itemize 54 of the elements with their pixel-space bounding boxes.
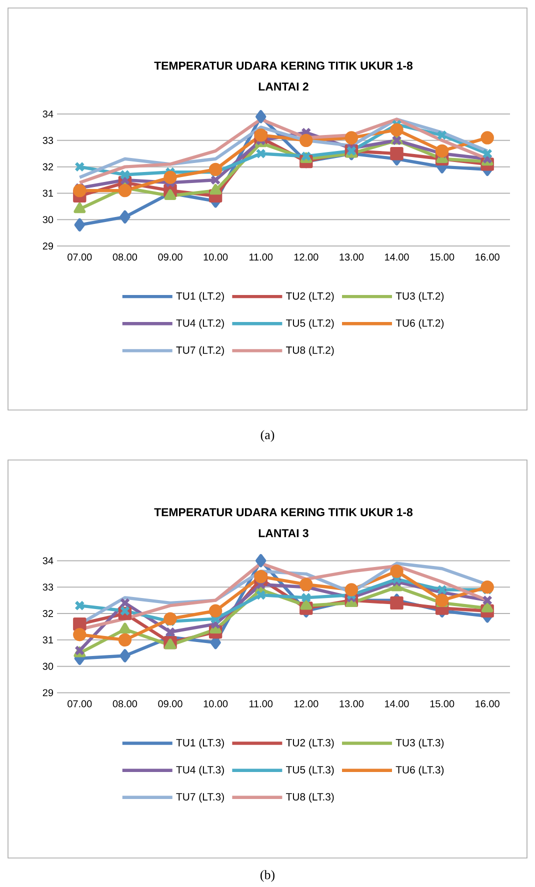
x-tick-label: 10.00 [204,254,228,261]
legend-label: TU7 (LT.3) [176,792,224,803]
legend-label: TU8 (LT.2) [286,346,334,356]
chart-subtitle: LANTAI 3 [258,529,308,538]
text: (b) [260,870,274,882]
legend-label: TU3 (LT.3) [396,738,444,748]
y-tick-label: 29 [42,689,54,696]
y-tick-label: 32 [42,610,53,618]
x-tick-label: 16.00 [476,700,500,708]
legend-label: TU2 (LT.2) [286,292,334,302]
legend-label: TU8 (LT.3) [286,792,334,803]
x-tick-label: 12.00 [294,700,318,708]
y-tick-label: 33 [42,136,54,144]
legend-label: TU4 (LT.2) [176,319,224,329]
legend-label: TU6 (LT.3) [396,766,444,776]
legend-label: TU1 (LT.3) [176,738,224,748]
chart-title: TEMPERATUR UDARA KERING TITIK UKUR 1-8 [154,508,413,516]
y-tick-label: 34 [42,110,54,118]
y-tick-label: 32 [42,163,53,170]
y-tick-label: 30 [42,216,54,224]
y-tick-label: 31 [42,190,53,197]
y-tick-label: 31 [42,636,53,644]
x-tick-label: 12.00 [294,254,318,261]
legend-label: TU1 (LT.2) [176,292,224,302]
legend-label: TU7 (LT.2) [176,346,224,356]
y-tick-label: 34 [42,557,54,564]
x-tick-label: 08.00 [112,700,138,708]
x-tick-label: 13.00 [340,700,364,708]
x-tick-label: 13.00 [340,254,364,261]
legend-label: TU5 (LT.2) [286,319,334,329]
x-tick-label: 11.00 [250,254,273,261]
legend-label: TU2 (LT.3) [286,738,334,748]
x-tick-label: 07.00 [68,700,92,708]
x-tick-label: 16.00 [476,254,500,261]
x-tick-label: 09.00 [158,700,182,708]
legend-label: TU4 (LT.3) [176,766,224,776]
x-tick-label: 14.00 [385,254,409,261]
y-tick-label: 30 [42,662,54,670]
legend-label: TU6 (LT.2) [396,319,444,329]
chart-title: TEMPERATUR UDARA KERING TITIK UKUR 1-8 [154,62,413,70]
y-tick-label: 33 [42,584,54,591]
legend-label: TU3 (LT.2) [396,292,444,302]
text: (a) [260,430,274,442]
x-tick-label: 14.00 [385,700,409,708]
chart-subtitle: LANTAI 2 [258,82,308,91]
x-tick-label: 15.00 [430,254,454,261]
x-tick-label: 11.00 [250,700,273,708]
y-tick-label: 29 [42,242,54,250]
legend-label: TU5 (LT.3) [286,766,334,776]
x-tick-label: 09.00 [158,254,182,261]
x-tick-label: 10.00 [204,700,228,708]
x-tick-label: 07.00 [68,254,92,261]
x-tick-label: 08.00 [112,254,138,261]
x-tick-label: 15.00 [430,700,454,708]
